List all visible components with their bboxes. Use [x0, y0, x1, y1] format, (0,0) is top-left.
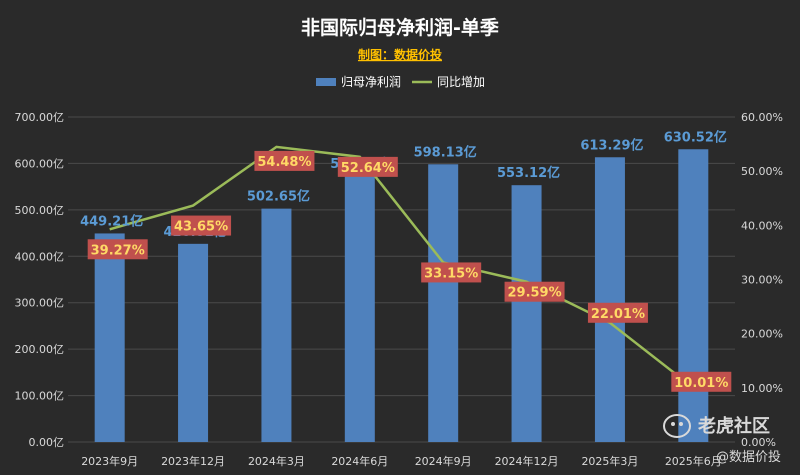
bar-value-label: 598.13亿	[414, 144, 477, 160]
bar	[428, 164, 459, 442]
percent-label: 22.01%	[591, 307, 645, 322]
x-tick-label: 2024年12月	[495, 454, 559, 468]
y-left-tick-label: 0.00亿	[29, 436, 65, 449]
watermark-author: @数据价投	[716, 450, 782, 465]
tiger-logo-icon	[662, 413, 692, 439]
legend-label-line: 同比增加	[437, 75, 485, 89]
y-right-tick-label: 50.00%	[741, 165, 783, 178]
watermark-brand: 老虎社区	[698, 416, 770, 437]
x-tick-label: 2025年3月	[581, 454, 638, 468]
percent-label-box	[87, 239, 148, 260]
bar	[344, 175, 375, 442]
y-right-tick-label: 0.00%	[741, 436, 776, 449]
percent-label-box	[421, 262, 482, 283]
y-right-tick-label: 20.00%	[741, 328, 783, 341]
y-left-tick-label: 500.00亿	[15, 204, 65, 217]
percent-label-box	[587, 302, 648, 323]
bar-value-label: 449.21亿	[80, 213, 143, 229]
bar	[261, 208, 292, 442]
percent-label-box	[337, 156, 398, 177]
x-tick-label: 2023年9月	[81, 454, 138, 468]
bar	[594, 157, 625, 442]
y-right-tick-label: 40.00%	[741, 219, 783, 232]
x-tick-label: 2024年6月	[331, 454, 388, 468]
y-left-tick-label: 100.00亿	[15, 390, 65, 403]
percent-label-box	[671, 371, 732, 392]
legend-label-bar: 归母净利润	[341, 75, 401, 89]
percent-label-box	[254, 150, 315, 171]
chart-subtitle: 制图：数据价投	[358, 47, 442, 62]
bar	[678, 149, 709, 442]
percent-label-box	[171, 215, 232, 236]
percent-label: 39.27%	[91, 243, 145, 258]
percent-label: 54.48%	[257, 155, 311, 170]
x-tick-label: 2025年6月	[665, 454, 722, 468]
y-right-tick-label: 10.00%	[741, 382, 783, 395]
bar	[178, 243, 209, 442]
x-tick-label: 2023年12月	[161, 454, 225, 468]
y-left-tick-label: 400.00亿	[15, 250, 65, 263]
y-left-tick-label: 300.00亿	[15, 297, 65, 310]
bar-value-label: 502.65亿	[247, 189, 310, 205]
x-tick-label: 2024年3月	[248, 454, 305, 468]
x-tick-label: 2024年9月	[415, 454, 472, 468]
y-right-tick-label: 30.00%	[741, 274, 783, 287]
y-right-tick-label: 60.00%	[741, 111, 783, 124]
bar-value-label: 553.12亿	[497, 165, 560, 181]
percent-label: 10.01%	[674, 376, 728, 391]
percent-label: 29.59%	[507, 286, 561, 301]
bar	[94, 233, 125, 442]
percent-label: 43.65%	[174, 220, 228, 235]
bar-value-label: 630.52亿	[664, 129, 727, 145]
percent-label: 33.15%	[424, 266, 478, 281]
y-left-tick-label: 700.00亿	[15, 111, 65, 124]
y-left-tick-label: 600.00亿	[15, 157, 65, 170]
y-left-tick-label: 200.00亿	[15, 343, 65, 356]
percent-label-box	[504, 281, 565, 302]
chart-title: 非国际归母净利润-单季	[301, 16, 499, 39]
bar	[511, 185, 542, 443]
percent-label: 52.64%	[341, 161, 395, 176]
legend-swatch-bar	[316, 78, 336, 86]
bar-value-label: 613.29亿	[580, 137, 643, 153]
